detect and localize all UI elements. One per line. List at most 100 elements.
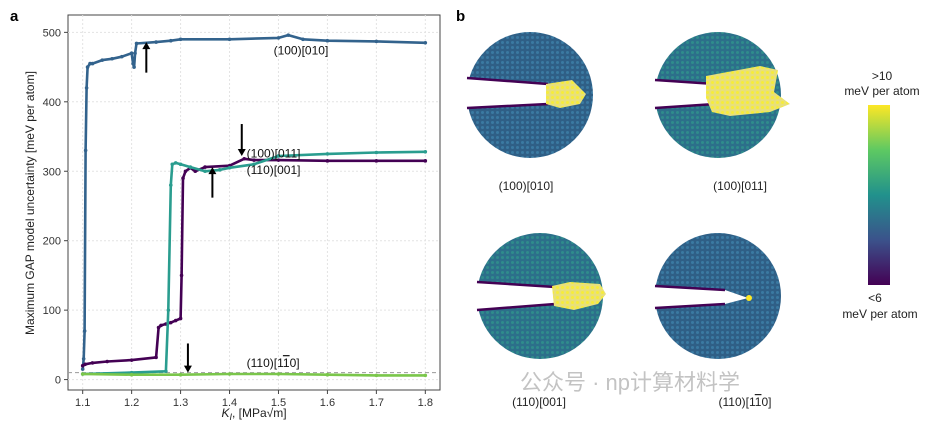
series-layer [80,33,428,378]
series-point-0 [110,56,114,61]
series-point-2 [170,162,175,167]
series-line-3 [82,372,426,377]
series-point-0 [168,38,173,43]
x-axis-label-unit: , [MPa√m] [232,406,287,420]
y-tick-label: 400 [43,97,61,109]
series-point-0 [82,329,87,333]
series-point-1 [276,158,281,162]
arrow-head [237,148,246,156]
snapshot-100-010: (100)[010] [466,32,593,193]
series-point-1 [423,159,428,163]
series-point-1 [173,318,178,323]
series-point-0 [83,148,88,153]
grid-lines [68,15,440,390]
series-point-0 [133,51,137,55]
annotation-label: (110)[110] [247,356,300,370]
snapshot-110-1-10-tip [746,295,752,301]
arrow-head [183,365,192,373]
snapshot-100-011-crack-edge-bottom [654,102,716,110]
series-point-2 [188,165,193,169]
series-point-1 [183,169,188,174]
panel-b-label: b [456,8,465,25]
colorbar-bottom-value: <6 [868,291,882,305]
snapshot-110-1-10: (110)[110] [654,233,781,409]
series-point-0 [85,65,90,69]
snapshot-110-001-crack-edge-top [476,280,556,289]
annotation-label: (100)[010] [274,44,329,58]
colorbar-gradient [868,105,890,285]
series-point-2 [227,165,232,170]
series-point-1 [325,159,330,163]
annotations: (100)[010] (100)[011] (110)[001] (110)[110] [247,44,329,371]
snapshot-100-010-crack-edge-top [466,76,549,86]
series-point-0 [227,37,232,42]
arrow-head [208,167,217,175]
series-point-1 [179,273,184,278]
snapshot-100-011-hot-zone [706,66,790,116]
series-point-3 [374,373,379,378]
series-point-0 [178,37,183,42]
series-point-3 [325,372,330,377]
series-point-2 [178,162,183,167]
x-tick-label: 1.1 [75,397,90,409]
series-point-0 [154,40,158,44]
arrow-head [142,42,151,50]
x-tick-label: 1.6 [320,397,335,409]
snapshot-110-1-10-caption-end: 0] [761,395,771,409]
snapshot-110-001: (110)[001] [476,233,606,409]
y-tick-label: 500 [43,27,61,39]
y-tick-label: 200 [43,236,61,248]
colorbar-top-unit: meV per atom [844,84,919,98]
series-point-2 [276,154,281,158]
x-tick-label: 1.2 [124,397,139,409]
snapshot-100-010-crack-edge-bottom [466,102,549,110]
series-point-0 [423,40,428,45]
series-point-3 [80,372,85,376]
series-point-1 [168,320,173,325]
snapshot-100-011-caption: (100)[011] [713,179,767,193]
series-point-0 [129,51,134,55]
annotation-label: (110)[001] [247,163,301,177]
series-point-0 [80,367,85,371]
series-point-2 [173,161,178,165]
annotation-part-bar: 1 [283,356,290,370]
panel-a-label: a [10,8,19,25]
snapshot-100-010-hot-zone [546,80,586,108]
series-point-1 [203,165,207,169]
series-point-1 [242,156,247,161]
x-axis-label-main: K [221,406,230,420]
series-point-3 [423,373,428,378]
series-point-1 [159,323,163,328]
series-point-0 [276,36,281,40]
colorbar-bottom-unit: meV per atom [842,307,917,321]
annotation-part: 0] [290,356,300,370]
watermark: 公众号 · np计算材料学 [520,370,740,395]
series-point-1 [154,355,158,360]
series-point-2 [166,308,171,312]
snapshot-100-011: (100)[011] [654,32,790,193]
series-point-2 [168,183,173,187]
snapshot-110-1-10-crack-edge-bottom [654,302,726,310]
arrows [142,42,246,373]
series-point-0 [131,61,135,66]
snapshot-110-1-10-crack-edge-top [654,284,726,292]
plot-frame [67,14,441,391]
series-point-1 [90,361,95,365]
x-axis-label-sub: I [229,412,232,422]
series-point-1 [252,158,256,162]
series-point-1 [129,358,134,362]
series-point-0 [84,86,89,90]
series-point-3 [276,372,281,376]
x-tick-label: 1.7 [369,397,384,409]
series-point-1 [193,169,198,174]
series-point-2 [252,162,256,167]
series-point-0 [325,38,330,43]
snapshot-100-011-crack-edge-top [654,78,716,86]
x-tick-label: 1.8 [418,397,433,409]
snapshot-110-1-10-caption: (110)[110] [719,395,772,409]
snapshot-110-001-hot-zone [552,282,606,310]
series-point-0 [374,39,379,44]
series-point-1 [105,359,109,364]
series-point-1 [83,362,87,367]
series-point-3 [129,372,134,377]
